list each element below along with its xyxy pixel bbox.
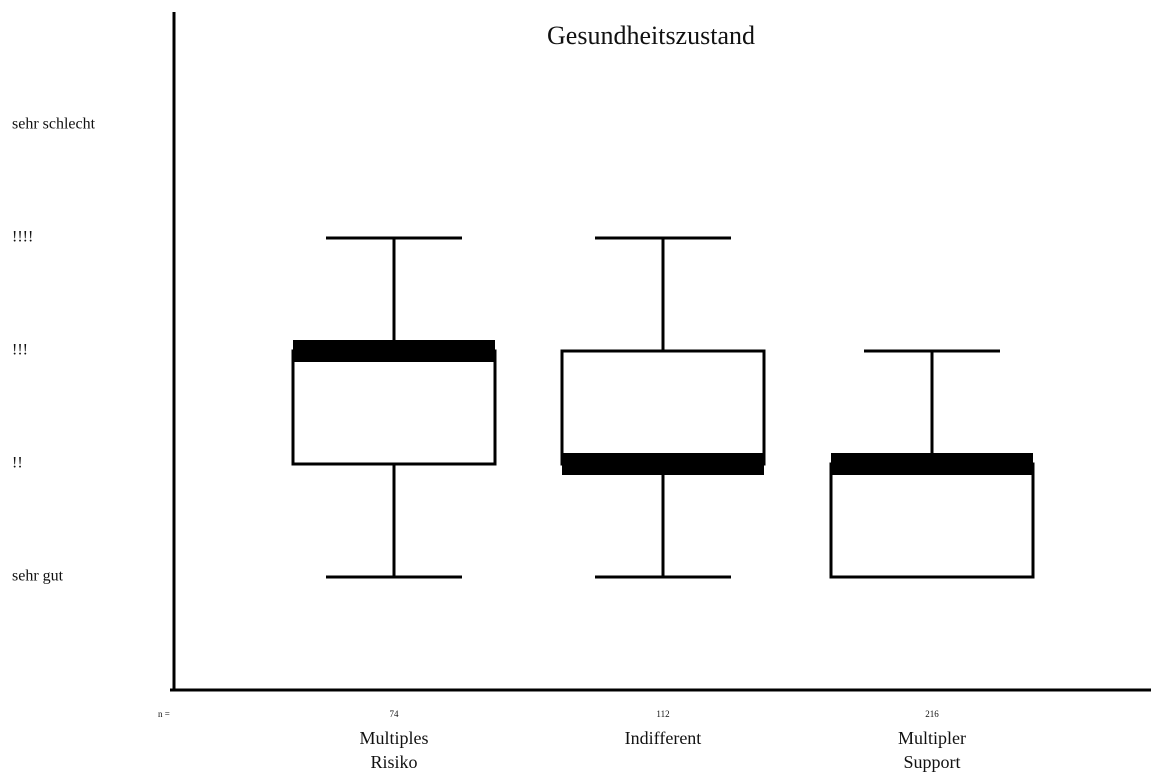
x-tick-label: Support bbox=[903, 752, 960, 772]
box bbox=[560, 349, 766, 466]
x-tick-label: Multiples bbox=[359, 728, 428, 748]
y-tick-label: !!! bbox=[12, 342, 28, 359]
y-tick-label: sehr schlecht bbox=[12, 116, 96, 133]
median bbox=[562, 453, 764, 475]
x-tick-label: Indifferent bbox=[625, 728, 702, 748]
chart-title: Gesundheitszustand bbox=[547, 21, 755, 50]
median bbox=[293, 340, 495, 362]
n-value: 112 bbox=[656, 709, 669, 719]
n-label: n = bbox=[158, 709, 170, 719]
box bbox=[829, 462, 1035, 579]
y-tick-label: !!!! bbox=[12, 229, 33, 246]
x-tick-label: Multipler bbox=[898, 728, 966, 748]
n-value: 74 bbox=[390, 709, 400, 719]
median bbox=[831, 453, 1033, 475]
n-value: 216 bbox=[925, 709, 939, 719]
y-tick-label: sehr gut bbox=[12, 568, 64, 585]
x-tick-label: Risiko bbox=[370, 752, 417, 772]
y-tick-label: !! bbox=[12, 455, 23, 472]
box bbox=[291, 349, 497, 466]
